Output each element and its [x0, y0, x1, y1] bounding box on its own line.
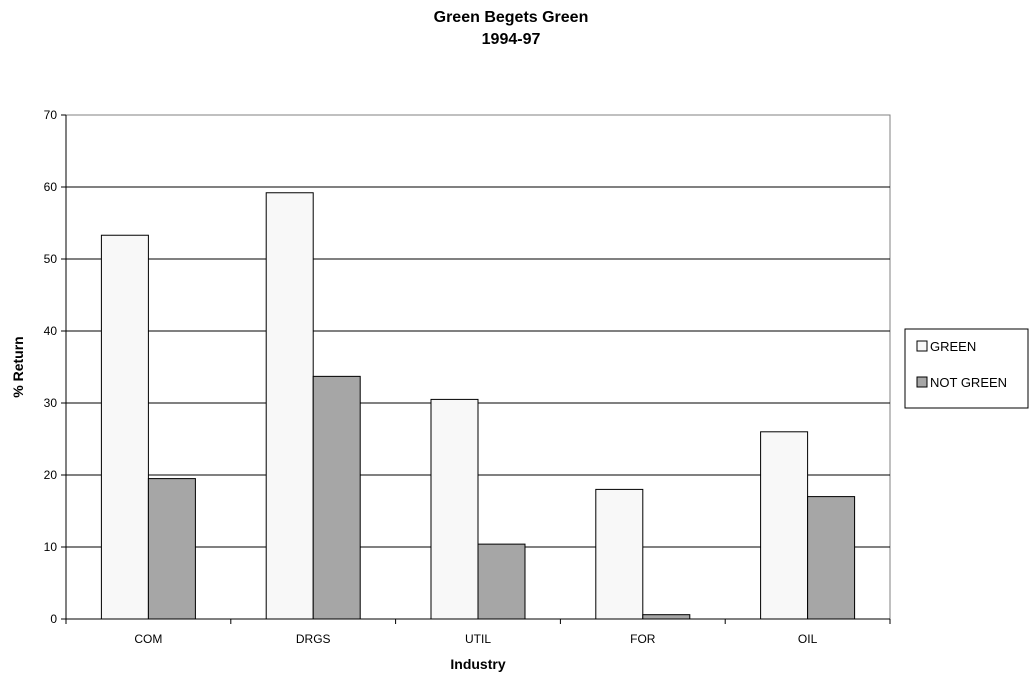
y-tick-label: 40	[44, 324, 58, 338]
chart-subtitle: 1994-97	[482, 31, 541, 48]
x-axis-title: Industry	[450, 656, 505, 672]
bar-green-drgs	[265, 192, 314, 620]
y-tick-label: 10	[44, 540, 58, 554]
bar-green-oil	[760, 431, 809, 620]
legend-label: NOT GREEN	[930, 375, 1007, 390]
legend-swatch-not-green	[916, 376, 928, 388]
x-tick-label: DRGS	[296, 632, 331, 646]
bar-green-com	[100, 234, 149, 620]
x-tick-label: UTIL	[465, 632, 491, 646]
legend-swatch-green	[916, 340, 928, 352]
y-tick-label: 20	[44, 468, 58, 482]
bars	[100, 192, 856, 620]
bar-not-green-drgs	[312, 375, 361, 620]
x-tick-label: FOR	[630, 632, 656, 646]
y-tick-label: 60	[44, 180, 58, 194]
y-tick-label: 30	[44, 396, 58, 410]
y-axis-title: % Return	[10, 336, 26, 397]
bar-not-green-util	[477, 543, 526, 620]
bar-green-util	[430, 398, 479, 620]
y-tick-label: 70	[44, 108, 58, 122]
bar-not-green-for	[642, 614, 691, 620]
bar-green-for	[595, 488, 644, 620]
x-axis: COM DRGS UTIL FOR OIL	[65, 618, 891, 646]
bar-not-green-oil	[807, 496, 856, 620]
gridlines	[66, 186, 890, 548]
y-tick-label: 50	[44, 252, 58, 266]
chart-title: Green Begets Green	[434, 9, 589, 26]
y-axis: 0 10 20 30 40 50 60 70	[44, 108, 67, 626]
x-tick-label: COM	[134, 632, 162, 646]
bar-not-green-com	[147, 478, 196, 620]
legend: GREEN NOT GREEN	[904, 328, 1029, 409]
y-tick-label: 0	[50, 612, 57, 626]
x-tick-label: OIL	[798, 632, 818, 646]
legend-label: GREEN	[930, 339, 976, 354]
